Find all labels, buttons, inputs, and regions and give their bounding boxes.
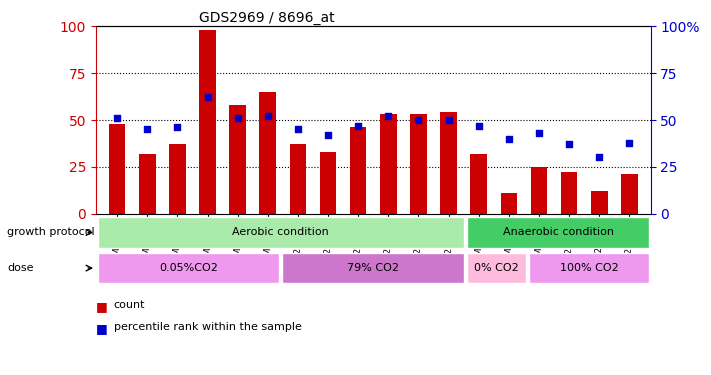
Point: [624, 140, 635, 146]
Bar: [320, 152, 336, 214]
Text: 0.05%CO2: 0.05%CO2: [159, 263, 218, 273]
Bar: [467, 217, 649, 248]
Point: [473, 123, 484, 129]
Text: count: count: [114, 300, 145, 310]
Point: [232, 115, 243, 121]
Bar: [529, 253, 649, 284]
Text: GDS2969 / 8696_at: GDS2969 / 8696_at: [199, 11, 335, 25]
Text: growth protocol: growth protocol: [7, 228, 95, 237]
Point: [533, 130, 545, 136]
Bar: [282, 253, 464, 284]
Bar: [501, 193, 517, 214]
Point: [262, 113, 274, 119]
Bar: [440, 112, 457, 214]
Bar: [530, 167, 547, 214]
Bar: [350, 128, 366, 214]
Bar: [97, 253, 279, 284]
Text: 79% CO2: 79% CO2: [347, 263, 400, 273]
Text: percentile rank within the sample: percentile rank within the sample: [114, 322, 301, 333]
Text: 0% CO2: 0% CO2: [474, 263, 519, 273]
Point: [564, 141, 575, 147]
Text: ■: ■: [96, 322, 108, 336]
Point: [413, 117, 424, 123]
Text: 100% CO2: 100% CO2: [560, 263, 619, 273]
Text: dose: dose: [7, 263, 33, 273]
Point: [171, 124, 183, 130]
Text: ■: ■: [96, 300, 108, 313]
Bar: [467, 253, 526, 284]
Text: Aerobic condition: Aerobic condition: [232, 228, 329, 237]
Bar: [260, 92, 276, 214]
Point: [594, 154, 605, 160]
Point: [112, 115, 123, 121]
Bar: [471, 154, 487, 214]
Bar: [410, 114, 427, 214]
Bar: [380, 114, 397, 214]
Point: [503, 136, 515, 142]
Bar: [169, 144, 186, 214]
Bar: [289, 144, 306, 214]
Point: [141, 126, 153, 132]
Point: [322, 132, 333, 138]
Bar: [591, 191, 608, 214]
Point: [443, 117, 454, 123]
Bar: [561, 172, 577, 214]
Bar: [199, 30, 216, 214]
Point: [383, 113, 394, 119]
Bar: [621, 174, 638, 214]
Bar: [109, 124, 125, 214]
Point: [202, 94, 213, 100]
Point: [353, 123, 364, 129]
Point: [292, 126, 304, 132]
Bar: [97, 217, 464, 248]
Text: Anaerobic condition: Anaerobic condition: [503, 228, 614, 237]
Bar: [230, 105, 246, 214]
Bar: [139, 154, 156, 214]
